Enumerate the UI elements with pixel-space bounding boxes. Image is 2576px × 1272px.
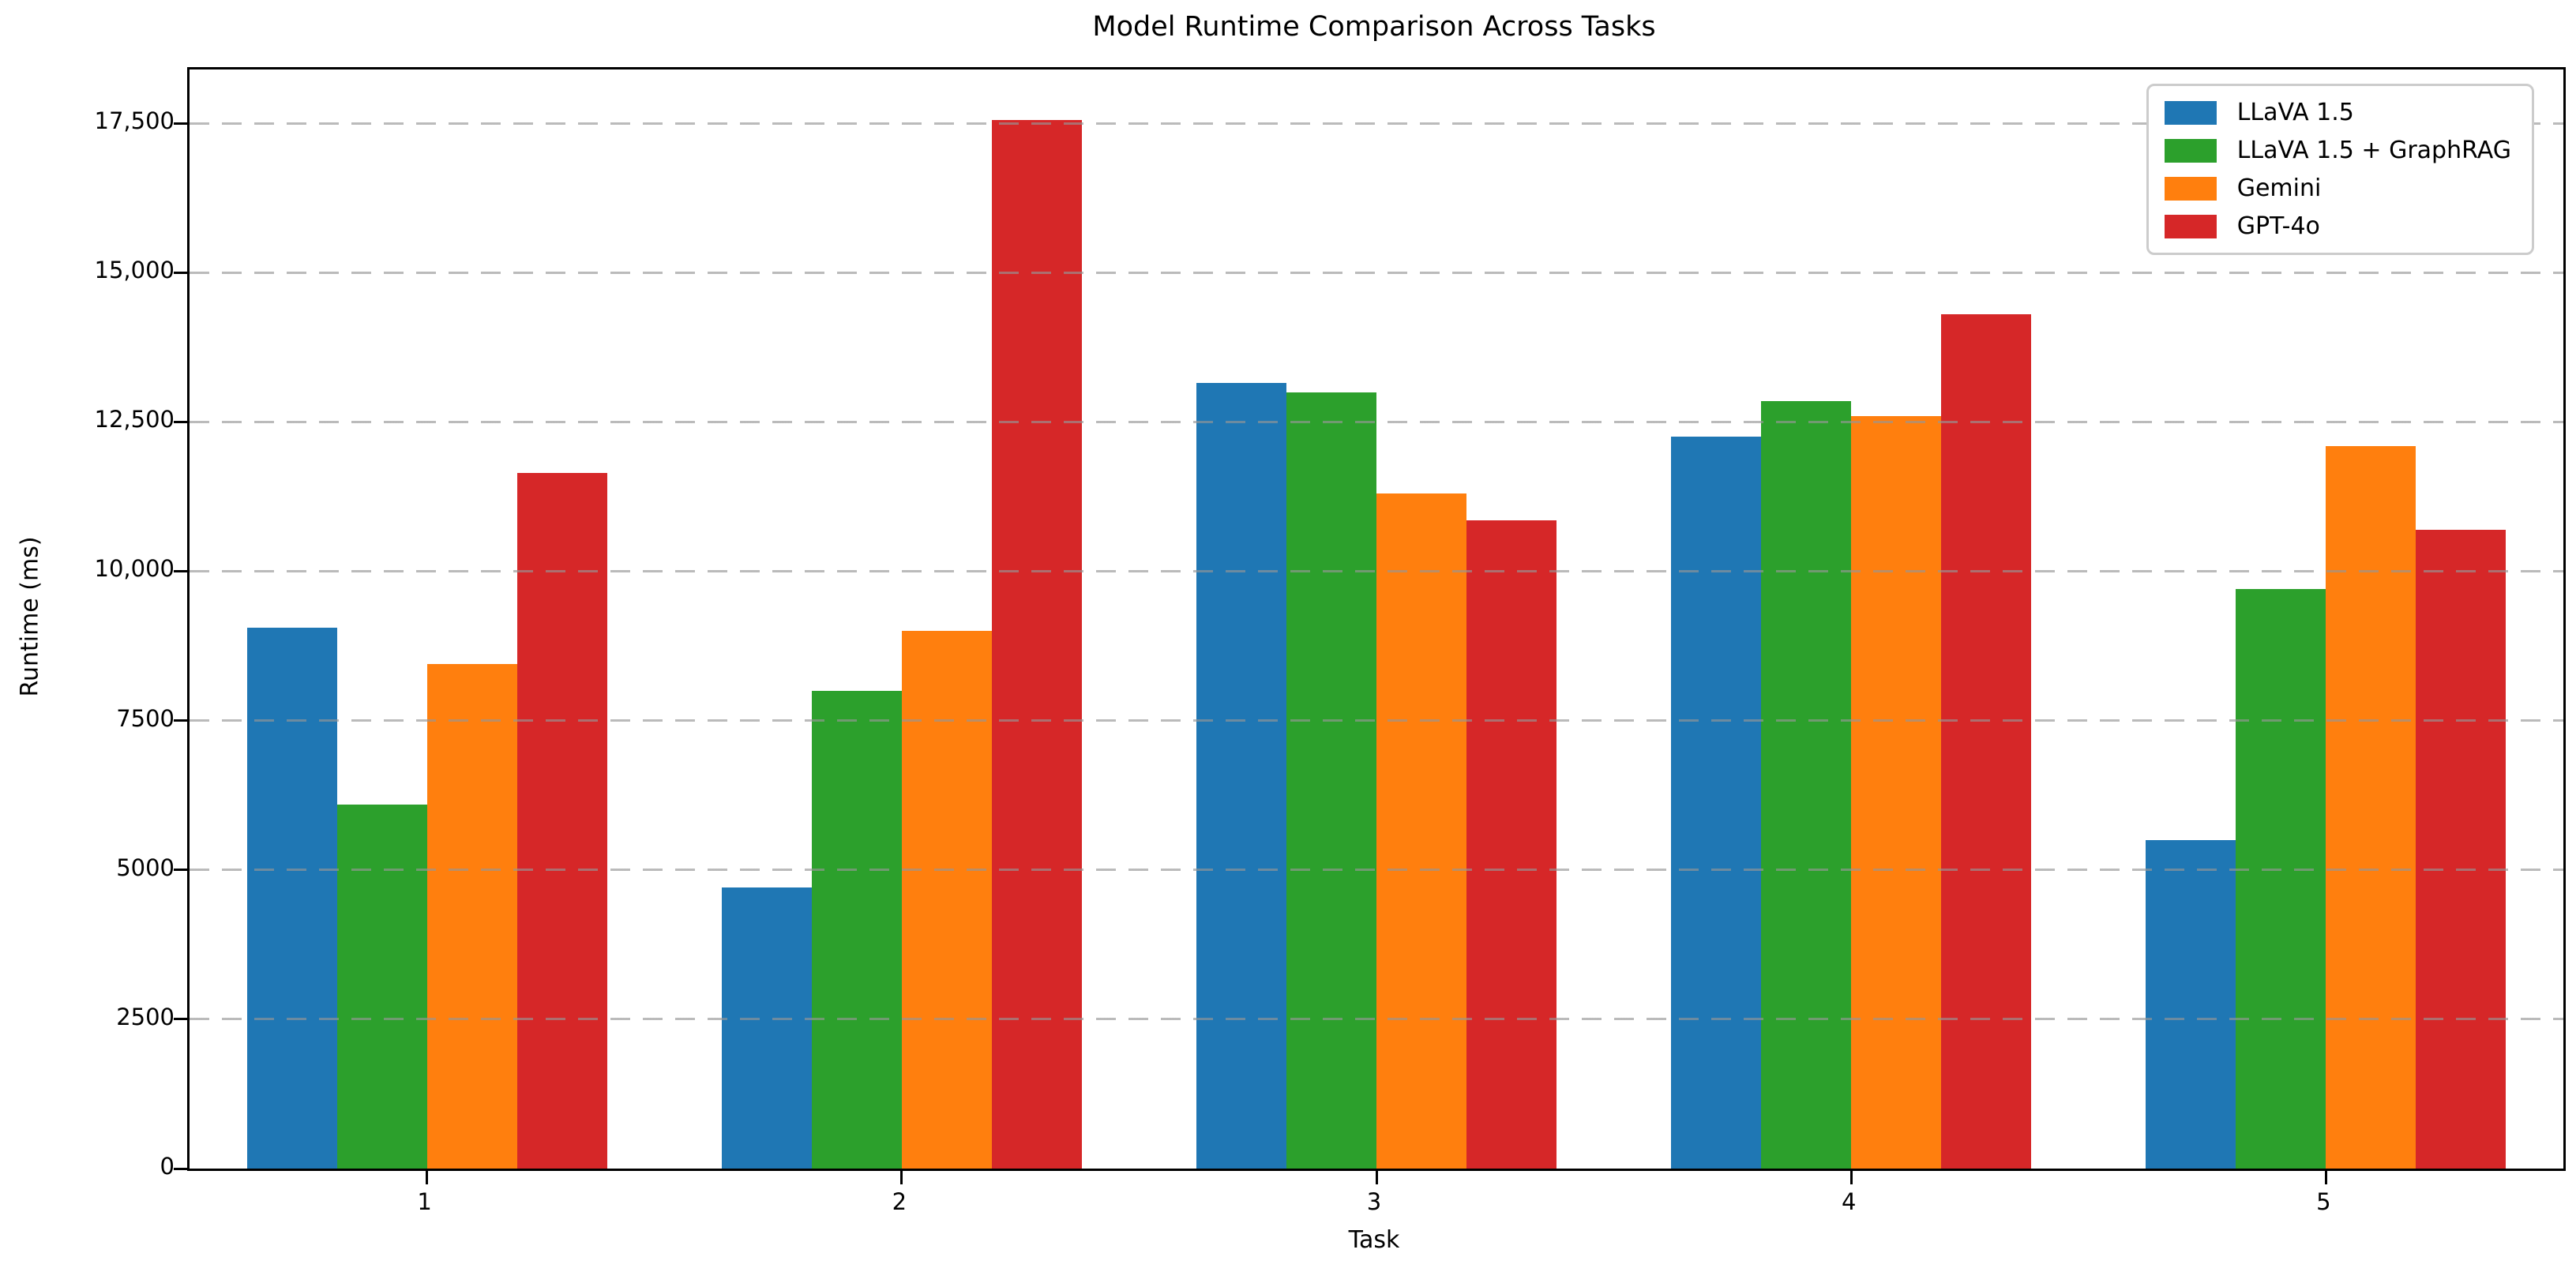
legend-item: LLaVA 1.5 + GraphRAG (2164, 137, 2511, 164)
chart-title: Model Runtime Comparison Across Tasks (1092, 11, 1656, 43)
x-axis-label: Task (1348, 1226, 1400, 1254)
y-gridline (190, 420, 2563, 423)
x-tick-mark (1375, 1171, 1378, 1184)
y-tick-mark (174, 420, 187, 423)
y-tick-mark (174, 271, 187, 274)
bar-gemini-task-3 (1376, 493, 1466, 1169)
legend-label: GPT-4o (2236, 212, 2320, 240)
bar-llava-1-5-task-3 (1196, 383, 1286, 1169)
bar-gpt-4o-task-3 (1466, 520, 1556, 1169)
bar-gpt-4o-task-1 (516, 472, 607, 1169)
bar-llava-1-5-graphrag-task-3 (1286, 392, 1376, 1169)
y-tick-mark (174, 569, 187, 572)
y-gridline (190, 719, 2563, 722)
bar-llava-1-5-task-1 (246, 628, 337, 1169)
y-gridline (190, 271, 2563, 274)
y-gridline (190, 569, 2563, 572)
legend-color-swatch-icon (2164, 176, 2217, 201)
y-tick-label: 12,500 (94, 406, 175, 433)
y-tick-label: 10,000 (94, 555, 175, 583)
legend-color-swatch-icon (2164, 100, 2217, 125)
bar-gpt-4o-task-4 (1941, 314, 2032, 1169)
legend-label: Gemini (2236, 174, 2322, 202)
y-gridline (190, 1018, 2563, 1021)
y-tick-mark (174, 869, 187, 872)
x-tick-label: 2 (892, 1188, 907, 1215)
y-gridline (190, 869, 2563, 872)
x-tick-label: 1 (417, 1188, 432, 1215)
plot-inner (174, 69, 2563, 1184)
bar-llava-1-5-graphrag-task-1 (336, 804, 427, 1169)
y-tick-label: 2500 (116, 1003, 175, 1030)
y-tick-label: 0 (160, 1153, 175, 1180)
bar-gemini-task-5 (2326, 445, 2416, 1169)
bar-llava-1-5-task-5 (2146, 839, 2236, 1169)
y-tick-label: 17,500 (94, 107, 175, 135)
x-tick-mark (900, 1171, 903, 1184)
bar-llava-1-5-graphrag-task-2 (811, 690, 902, 1169)
legend: LLaVA 1.5 LLaVA 1.5 + GraphRAG Gemini GPT-4… (2146, 84, 2534, 255)
bar-llava-1-5-task-4 (1671, 437, 1762, 1169)
bar-gemini-task-2 (901, 631, 992, 1169)
legend-label: LLaVA 1.5 (2236, 99, 2354, 126)
legend-item: LLaVA 1.5 (2164, 99, 2511, 126)
legend-label: LLaVA 1.5 + GraphRAG (2236, 137, 2511, 164)
legend-color-swatch-icon (2164, 138, 2217, 163)
plot-area: LLaVA 1.5 LLaVA 1.5 + GraphRAG Gemini GPT-4… (174, 67, 2566, 1184)
bar-llava-1-5-graphrag-task-4 (1761, 400, 1852, 1169)
bar-llava-1-5-graphrag-task-5 (2236, 589, 2326, 1169)
y-tick-mark (174, 1167, 187, 1170)
bar-gpt-4o-task-5 (2416, 529, 2507, 1169)
x-tick-mark (2324, 1171, 2327, 1184)
bar-gemini-task-1 (426, 663, 517, 1169)
bar-gpt-4o-task-2 (991, 120, 1082, 1169)
x-tick-label: 4 (1841, 1188, 1857, 1215)
x-tick-mark (426, 1171, 429, 1184)
y-tick-mark (174, 719, 187, 722)
legend-item: GPT-4o (2164, 212, 2511, 240)
bar-llava-1-5-task-2 (721, 887, 812, 1169)
y-gridline (190, 122, 2563, 125)
y-tick-label: 7500 (116, 704, 175, 732)
legend-color-swatch-icon (2164, 214, 2217, 238)
y-tick-label: 15,000 (94, 257, 175, 284)
x-tick-mark (1849, 1171, 1853, 1184)
bar-gemini-task-4 (1851, 415, 1942, 1169)
legend-item: Gemini (2164, 174, 2511, 202)
y-tick-mark (174, 1018, 187, 1021)
x-tick-label: 3 (1366, 1188, 1382, 1215)
y-tick-label: 5000 (116, 854, 175, 881)
x-tick-label: 5 (2316, 1188, 2331, 1215)
y-tick-mark (174, 122, 187, 125)
